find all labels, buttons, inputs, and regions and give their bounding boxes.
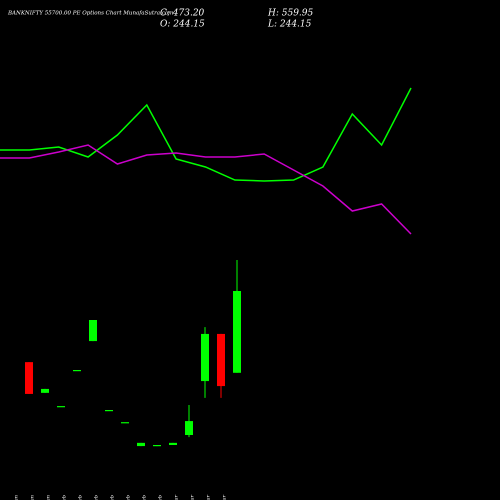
candle-body	[185, 421, 193, 435]
candle-body	[25, 362, 33, 394]
candle-body	[233, 291, 241, 373]
candle-body	[153, 445, 161, 447]
candle-body	[201, 333, 209, 382]
candle-body	[73, 370, 81, 372]
stat-high: H: 559.95	[267, 9, 314, 19]
x-tick-label: 06 Mar	[222, 494, 228, 500]
candle-body	[137, 442, 145, 447]
x-tick-label: 04 Mar	[190, 494, 196, 500]
x-tick-label: 27 Jan	[14, 495, 20, 500]
x-tick-label: 06 Feb	[110, 495, 116, 500]
x-tick-label: 26 Feb	[142, 495, 148, 500]
candle-body	[105, 410, 113, 412]
x-tick-label: 01 Feb	[62, 495, 68, 500]
x-tick-label: 02 Feb	[78, 495, 84, 500]
stat-low: L: 244.15	[267, 20, 312, 30]
x-tick-label: 28 Jan	[30, 495, 36, 500]
candle-body	[57, 406, 65, 408]
chart-title: BANKNIFTY 55700.00 PE Options Chart Muna…	[7, 11, 173, 17]
candle-body	[169, 442, 177, 445]
x-tick-label: 25 Feb	[126, 495, 132, 500]
x-tick-label: 29 Jan	[46, 495, 52, 500]
x-tick-label: 03 Feb	[94, 495, 100, 500]
stat-open: O: 244.15	[160, 20, 205, 30]
candle-body	[89, 320, 97, 342]
x-tick-label: 03 Mar	[174, 494, 180, 500]
stat-close: C: 473.20	[160, 9, 205, 19]
candle-body	[41, 388, 49, 393]
x-tick-label: 27 Feb	[158, 495, 164, 500]
line-series	[0, 144, 412, 235]
candle-body	[217, 333, 225, 387]
x-tick-label: 05 Mar	[206, 494, 212, 500]
candle-body	[121, 422, 129, 424]
